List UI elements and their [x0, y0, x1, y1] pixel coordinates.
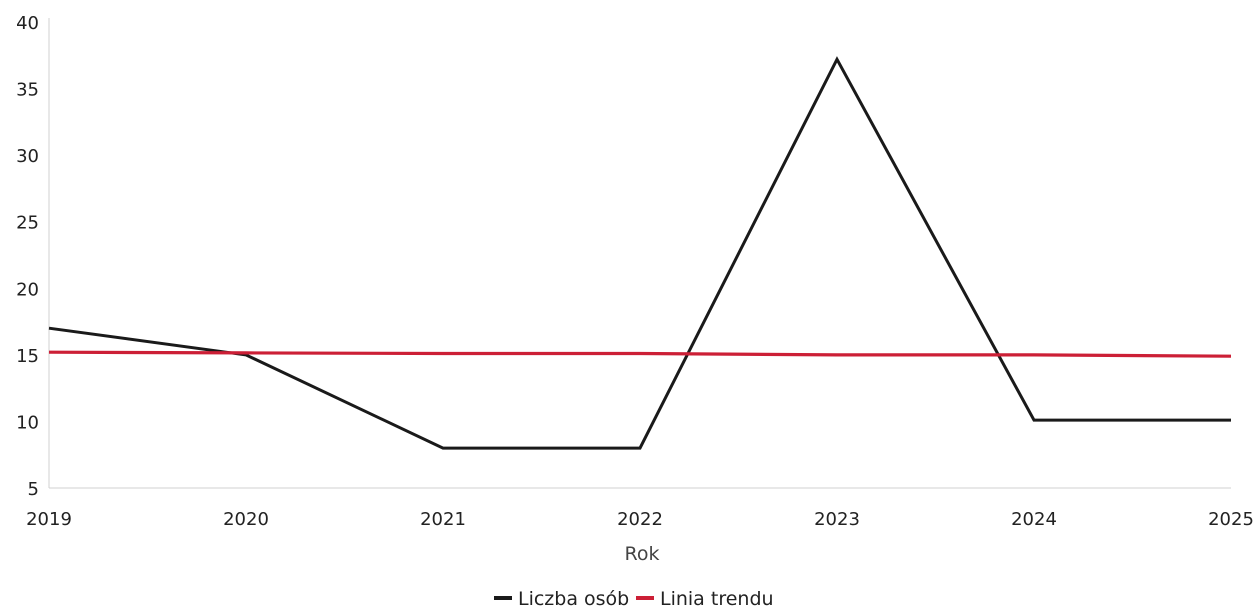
x-axis-title: Rok	[625, 543, 660, 565]
axes	[48, 18, 1231, 489]
y-tick-label: 20	[16, 279, 39, 300]
series-layer	[48, 56, 1232, 450]
x-tick-label: 2024	[1011, 509, 1057, 530]
y-tick-label: 5	[28, 479, 39, 500]
x-tick-label: 2021	[420, 509, 466, 530]
legend-label: Liczba osób	[518, 588, 629, 610]
y-tick-label: 15	[16, 346, 39, 367]
legend: Liczba osób Linia trendu	[494, 588, 774, 610]
series-line-linia-trendu	[48, 350, 1232, 358]
series-line-liczba-osob	[48, 56, 1231, 450]
y-tick-label: 40	[16, 13, 39, 34]
y-axis-ticks: 5 10 15 20 25 30 35 40	[16, 13, 39, 500]
x-tick-label: 2019	[26, 509, 72, 530]
y-tick-label: 25	[16, 213, 39, 234]
legend-label: Linia trendu	[660, 588, 774, 610]
x-tick-label: 2020	[223, 509, 269, 530]
y-tick-label: 10	[16, 412, 39, 433]
x-axis-ticks: 2019 2020 2021 2022 2023 2024 2025	[26, 509, 1254, 530]
y-tick-label: 35	[16, 80, 39, 101]
x-tick-label: 2025	[1208, 509, 1254, 530]
x-tick-label: 2023	[814, 509, 860, 530]
x-tick-label: 2022	[617, 509, 663, 530]
y-tick-label: 30	[16, 146, 39, 167]
